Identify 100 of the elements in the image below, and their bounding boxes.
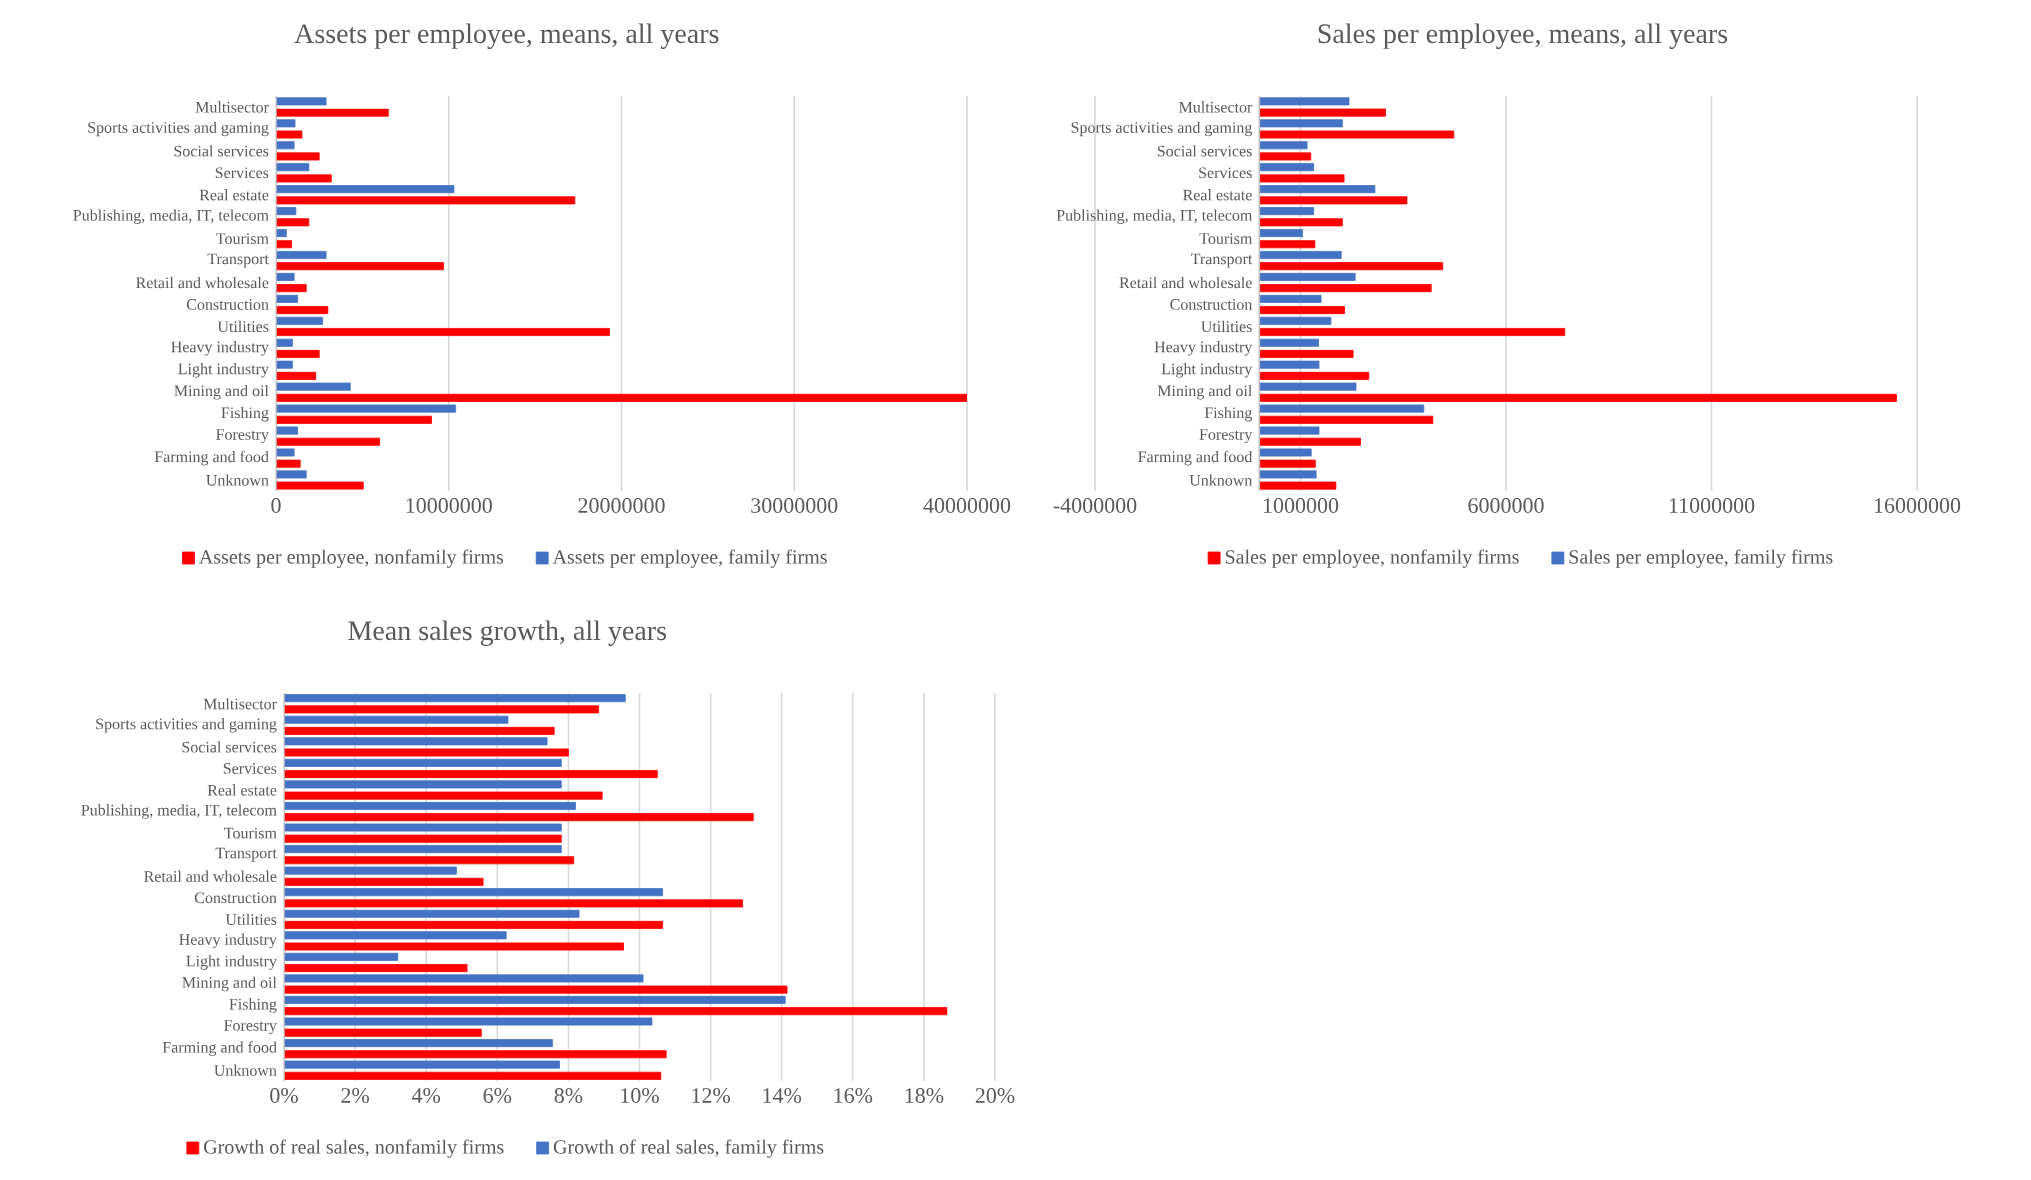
bar xyxy=(276,262,444,271)
y-tick-label: Retail and wholesale xyxy=(144,870,277,882)
bar xyxy=(284,1028,482,1037)
y-tick-label: Construction xyxy=(194,892,277,904)
bar xyxy=(1259,272,1356,281)
bar xyxy=(1259,152,1312,161)
bar xyxy=(1259,426,1320,435)
x-tick-label: 2% xyxy=(341,1088,369,1103)
bar xyxy=(1259,196,1408,205)
y-tick-label: Publishing, media, IT, telecom xyxy=(1056,209,1253,224)
y-tick-label: Heavy industry xyxy=(179,933,277,949)
bar xyxy=(284,1007,948,1016)
bar xyxy=(1259,108,1386,117)
y-tick-label: Farming and food xyxy=(162,1041,277,1057)
y-tick-label: Transport xyxy=(207,253,269,268)
y-tick-label: Publishing, media, IT, telecom xyxy=(73,209,269,224)
bar xyxy=(284,748,569,757)
x-tick-label: 20% xyxy=(975,1088,1015,1103)
bar xyxy=(1259,470,1317,479)
bar xyxy=(284,920,664,929)
bar xyxy=(276,415,432,424)
bar xyxy=(284,856,575,865)
bar xyxy=(284,758,562,767)
bar xyxy=(284,715,509,724)
y-tick-label: Tourism xyxy=(224,827,277,839)
bar xyxy=(1259,174,1345,183)
x-tick-label: 6000000 xyxy=(1468,498,1544,513)
bar xyxy=(284,899,743,908)
y-tick-label: Retail and wholesale xyxy=(136,276,269,289)
legend-label: Sales per employee, nonfamily firms xyxy=(1225,549,1519,568)
bar xyxy=(276,349,320,358)
x-tick-label: 16% xyxy=(834,1088,873,1103)
chart-title: Assets per employee, means, all years xyxy=(294,23,719,49)
bar xyxy=(1259,97,1350,106)
y-tick-label: Forestry xyxy=(1199,429,1253,444)
bar xyxy=(1259,240,1316,249)
y-tick-label: Multisector xyxy=(203,698,277,710)
x-tick-label: 1000000 xyxy=(1263,498,1339,513)
bar xyxy=(1259,371,1370,380)
bar xyxy=(284,1060,560,1069)
bar xyxy=(1259,382,1357,391)
x-tick-label: 20000000 xyxy=(578,498,665,513)
bar xyxy=(284,877,484,886)
bar xyxy=(276,130,303,139)
bar xyxy=(1259,481,1337,490)
y-tick-label: Forestry xyxy=(224,1020,277,1035)
y-tick-label: Forestry xyxy=(216,429,269,444)
y-tick-label: Services xyxy=(1199,167,1252,179)
bar xyxy=(284,974,644,983)
legend-label: Growth of real sales, family firms xyxy=(553,1139,824,1158)
legend-label: Assets per employee, family firms xyxy=(552,549,827,568)
bar xyxy=(284,834,562,843)
y-tick-label: Sports activities and gaming xyxy=(96,718,277,733)
bar xyxy=(1259,415,1434,424)
y-tick-label: Light industry xyxy=(178,363,269,378)
bar xyxy=(1259,218,1343,227)
x-tick-label: 4% xyxy=(411,1088,441,1103)
bar xyxy=(284,801,576,810)
y-tick-label: Utilities xyxy=(1201,320,1252,333)
bar xyxy=(1259,284,1432,293)
bar xyxy=(276,240,292,249)
x-tick-label: 40000000 xyxy=(923,498,1011,513)
x-tick-label: 6% xyxy=(483,1088,512,1103)
legend-label: Sales per employee, family firms xyxy=(1569,549,1833,568)
bar xyxy=(1259,250,1342,259)
bar xyxy=(284,909,580,918)
y-tick-label: Fishing xyxy=(229,998,277,1013)
x-tick-label: 18% xyxy=(905,1088,944,1103)
bar xyxy=(284,1017,653,1026)
x-tick-label: 11000000 xyxy=(1669,498,1755,513)
bar xyxy=(284,1071,662,1080)
y-tick-label: Construction xyxy=(1170,299,1253,310)
y-tick-label: Fishing xyxy=(1204,406,1253,422)
y-tick-label: Real estate xyxy=(199,189,269,201)
chart-title: Sales per employee, means, all years xyxy=(1318,23,1728,49)
x-tick-label: 8% xyxy=(554,1088,583,1103)
bar xyxy=(1259,185,1376,194)
y-tick-label: Services xyxy=(223,763,277,774)
bar xyxy=(276,218,310,227)
bar xyxy=(1259,328,1566,337)
bar xyxy=(276,481,364,490)
y-tick-label: Construction xyxy=(186,299,269,310)
bar xyxy=(1259,229,1303,238)
y-tick-label: Publishing, media, IT, telecom xyxy=(81,804,277,819)
y-tick-label: Multisector xyxy=(195,101,269,113)
y-tick-label: Heavy industry xyxy=(171,341,269,356)
y-tick-label: Tourism xyxy=(216,233,269,245)
y-tick-label: Real estate xyxy=(207,784,277,796)
y-tick-label: Fishing xyxy=(221,406,269,422)
y-tick-label: Services xyxy=(215,167,269,179)
y-tick-label: Heavy industry xyxy=(1154,341,1253,356)
bar xyxy=(284,985,788,994)
y-tick-label: Real estate xyxy=(1183,189,1252,201)
x-tick-label: 10000000 xyxy=(406,498,492,513)
x-tick-label: 16000000 xyxy=(1874,498,1961,513)
x-tick-label: 12% xyxy=(692,1088,731,1103)
y-tick-label: Social services xyxy=(174,145,269,157)
y-tick-label: Light industry xyxy=(1161,363,1253,378)
bar xyxy=(284,726,555,735)
y-tick-label: Unknown xyxy=(214,1064,277,1076)
